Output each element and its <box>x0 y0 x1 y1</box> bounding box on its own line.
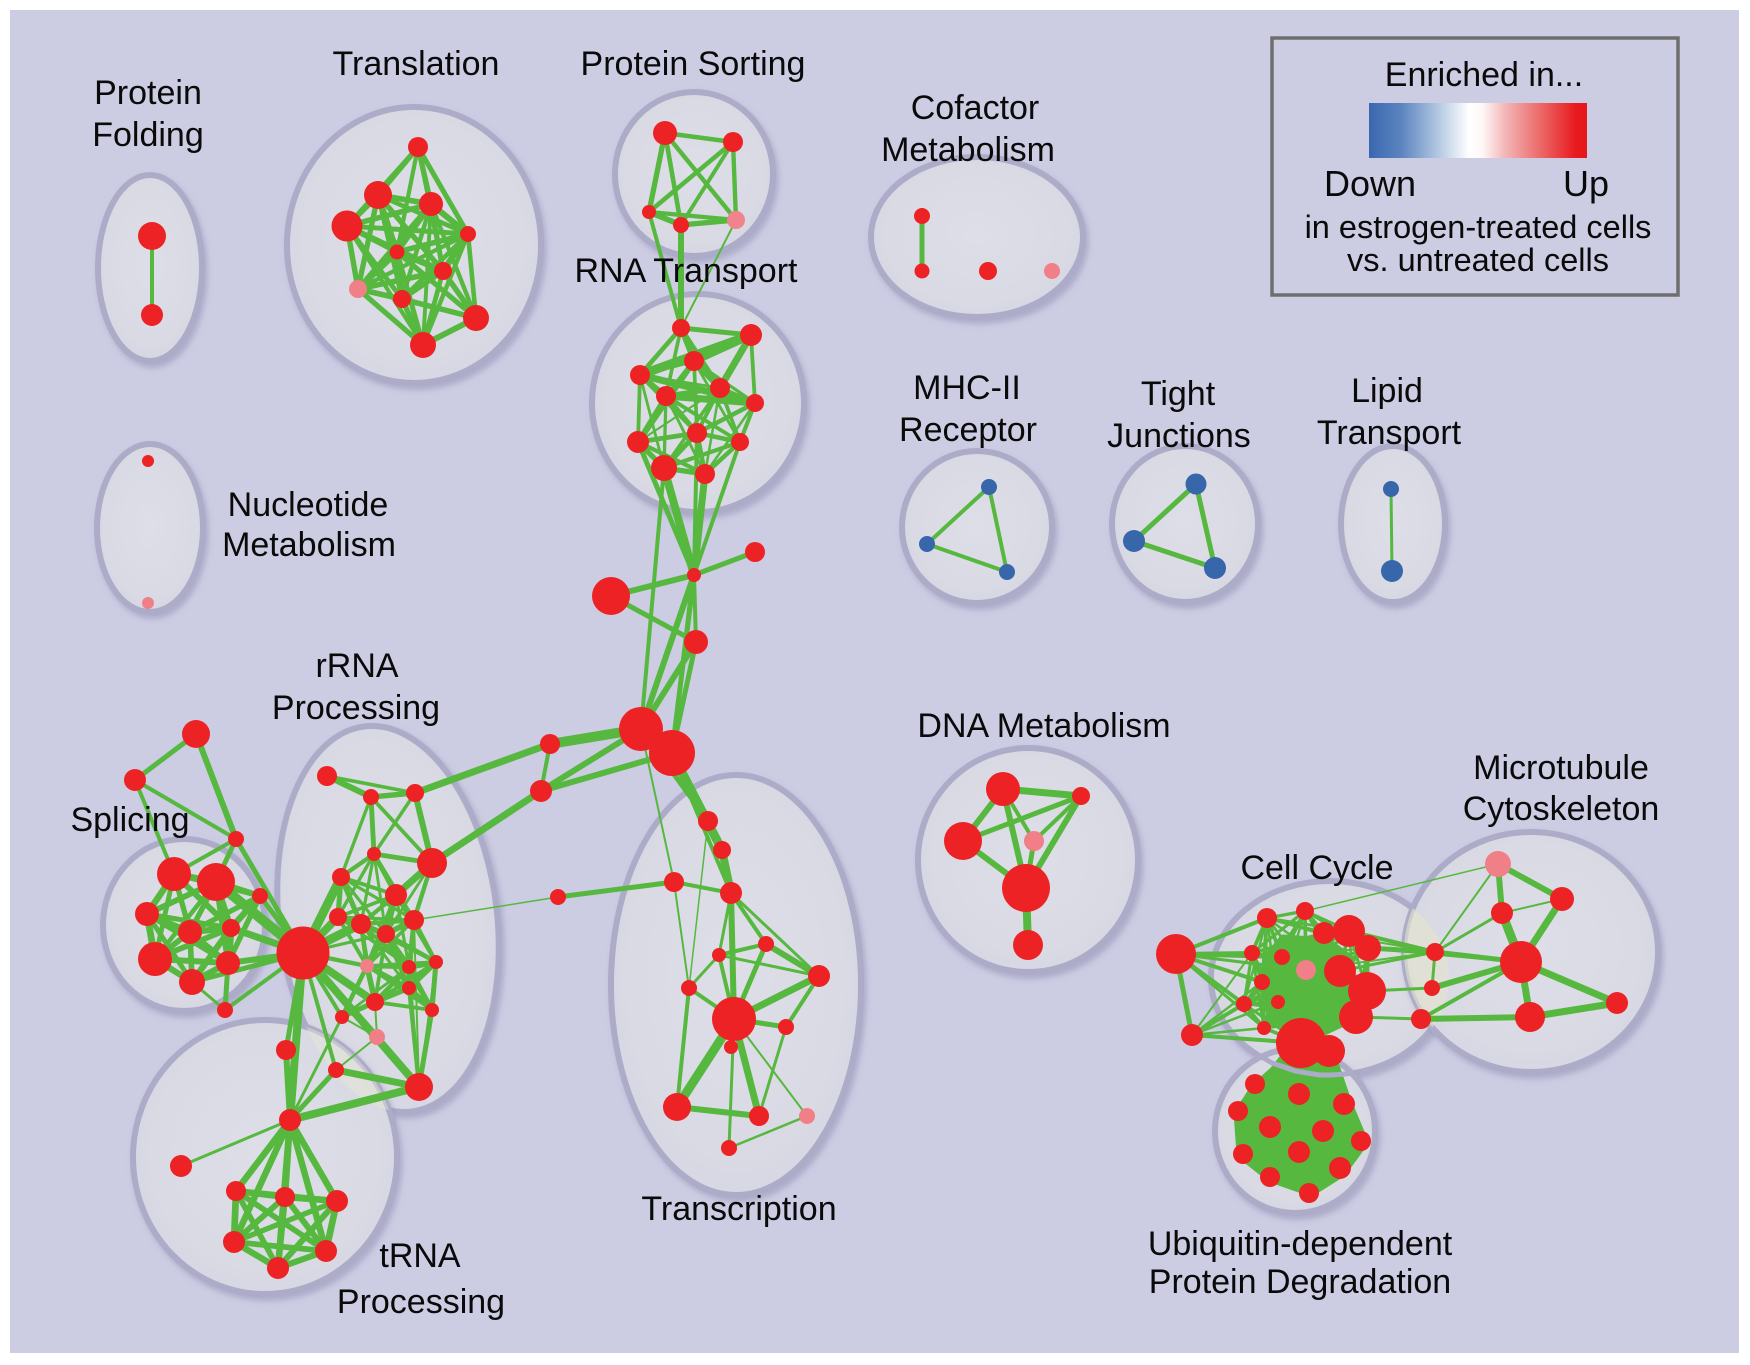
svg-text:Transport: Transport <box>1317 414 1462 452</box>
svg-text:Translation: Translation <box>333 45 500 83</box>
svg-text:Cofactor: Cofactor <box>911 89 1040 127</box>
svg-text:Receptor: Receptor <box>899 411 1037 449</box>
svg-text:Folding: Folding <box>92 116 204 154</box>
svg-text:Protein Degradation: Protein Degradation <box>1149 1263 1451 1301</box>
svg-text:Processing: Processing <box>272 689 440 727</box>
svg-text:Protein: Protein <box>94 74 202 112</box>
svg-text:Cell Cycle: Cell Cycle <box>1240 849 1393 887</box>
svg-text:Transcription: Transcription <box>641 1190 836 1228</box>
svg-text:Metabolism: Metabolism <box>881 131 1055 169</box>
svg-text:vs. untreated cells: vs. untreated cells <box>1347 242 1609 278</box>
svg-text:Down: Down <box>1324 163 1416 204</box>
svg-text:tRNA: tRNA <box>379 1237 461 1275</box>
svg-text:Lipid: Lipid <box>1351 372 1423 410</box>
svg-text:Up: Up <box>1563 163 1609 204</box>
svg-text:Cytoskeleton: Cytoskeleton <box>1463 790 1660 828</box>
svg-text:Junctions: Junctions <box>1107 417 1251 455</box>
svg-text:in estrogen-treated cells: in estrogen-treated cells <box>1305 209 1652 245</box>
svg-text:Microtubule: Microtubule <box>1473 749 1649 787</box>
svg-text:RNA Transport: RNA Transport <box>575 252 799 290</box>
svg-text:Ubiquitin-dependent: Ubiquitin-dependent <box>1148 1225 1453 1263</box>
svg-text:Enriched in...: Enriched in... <box>1385 56 1583 94</box>
svg-text:DNA Metabolism: DNA Metabolism <box>917 707 1170 745</box>
svg-text:Nucleotide: Nucleotide <box>228 486 389 524</box>
svg-text:Processing: Processing <box>337 1283 505 1321</box>
svg-text:Splicing: Splicing <box>70 801 189 839</box>
svg-text:rRNA: rRNA <box>315 647 398 685</box>
svg-text:Protein Sorting: Protein Sorting <box>581 45 806 83</box>
svg-text:MHC-II: MHC-II <box>913 369 1021 407</box>
svg-text:Tight: Tight <box>1141 375 1216 413</box>
svg-text:Metabolism: Metabolism <box>222 526 396 564</box>
